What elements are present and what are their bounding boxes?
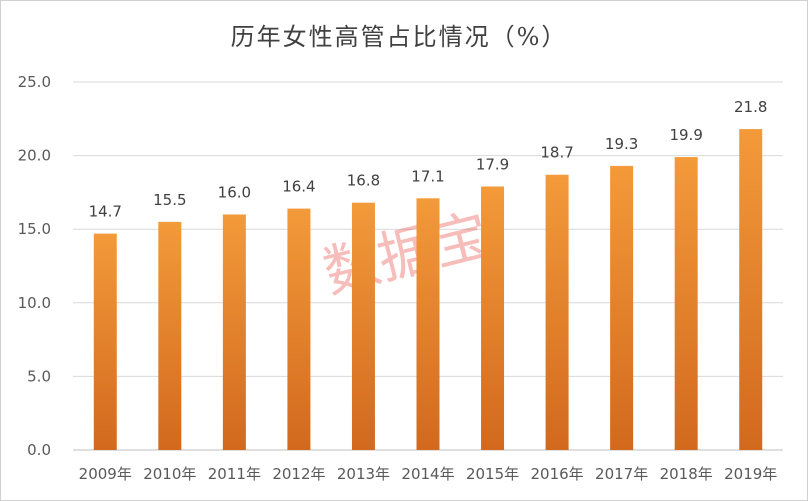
x-tick-label: 2018年 <box>660 465 713 483</box>
x-tick-label: 2010年 <box>143 465 196 483</box>
y-tick-label: 15.0 <box>18 220 51 238</box>
bars <box>93 129 763 451</box>
x-tick-label: 2012年 <box>272 465 325 483</box>
x-tick-label: 2014年 <box>401 465 454 483</box>
data-label: 21.8 <box>734 98 767 116</box>
x-tick-label: 2019年 <box>724 465 777 483</box>
x-tick-label: 2011年 <box>208 465 261 483</box>
y-tick-label: 10.0 <box>18 294 51 312</box>
bar <box>739 129 763 450</box>
chart-title: 历年女性高管占比情况（%） <box>231 23 568 51</box>
x-tick-label: 2009年 <box>79 465 132 483</box>
data-labels: 14.7 15.5 16.0 16.4 16.8 17.1 17.9 18.7 19.3 19.9… <box>89 98 768 221</box>
bar <box>674 157 698 450</box>
x-tick-label: 2016年 <box>530 465 583 483</box>
data-label: 16.0 <box>218 183 251 201</box>
bar <box>222 214 246 450</box>
bar <box>610 165 634 451</box>
bar <box>481 186 505 450</box>
data-label: 18.7 <box>540 144 573 162</box>
data-label: 16.4 <box>282 178 315 196</box>
data-label: 15.5 <box>153 191 186 209</box>
data-label: 17.1 <box>411 167 444 185</box>
bar <box>351 202 375 450</box>
x-tick-label: 2015年 <box>466 465 519 483</box>
data-label: 17.9 <box>476 156 509 174</box>
data-label: 14.7 <box>89 203 122 221</box>
watermark-layer: 数据宝 <box>317 203 496 307</box>
bar <box>287 208 311 450</box>
y-axis: 0.0 5.0 10.0 15.0 20.0 25.0 <box>18 73 51 459</box>
bar <box>93 233 117 450</box>
data-label: 19.9 <box>669 126 702 144</box>
bar <box>545 174 569 450</box>
x-tick-label: 2013年 <box>337 465 390 483</box>
bar <box>416 198 440 450</box>
y-tick-label: 5.0 <box>27 367 51 385</box>
x-tick-label: 2017年 <box>595 465 648 483</box>
y-tick-label: 0.0 <box>27 441 51 459</box>
watermark-text: 数据宝 <box>317 203 496 307</box>
y-tick-label: 20.0 <box>18 147 51 165</box>
data-label: 19.3 <box>605 135 638 153</box>
x-axis: 2009年 2010年 2011年 2012年 2013年 2014年 2015年 2016年… <box>79 465 778 483</box>
bar <box>158 221 182 450</box>
y-tick-label: 25.0 <box>18 73 51 91</box>
data-label: 16.8 <box>347 172 380 190</box>
